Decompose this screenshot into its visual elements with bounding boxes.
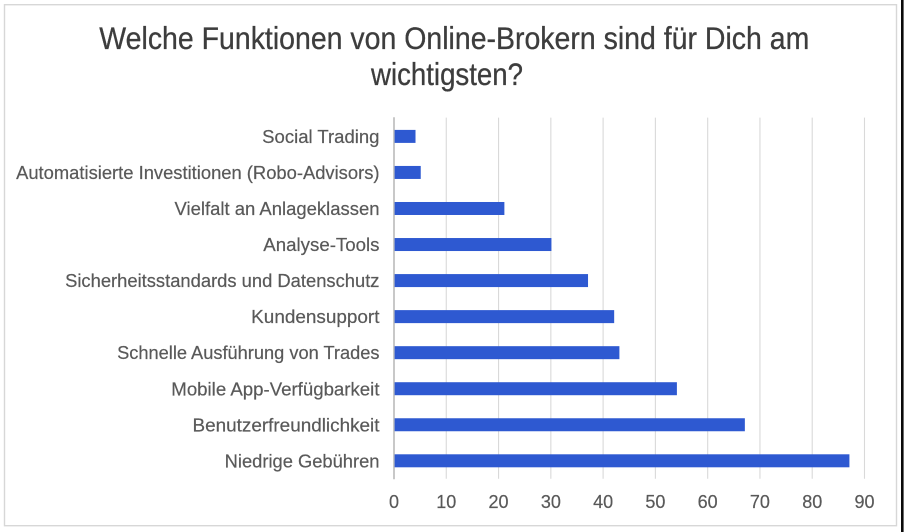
svg-text:90: 90	[854, 492, 874, 512]
svg-text:Analyse-Tools: Analyse-Tools	[263, 235, 379, 255]
svg-text:30: 30	[541, 492, 561, 512]
svg-text:wichtigsten?: wichtigsten?	[370, 56, 523, 92]
svg-text:Automatisierte Investitionen (: Automatisierte Investitionen (Robo-Advis…	[16, 163, 379, 183]
svg-text:Niedrige Gebühren: Niedrige Gebühren	[225, 451, 380, 471]
svg-text:Kundensupport: Kundensupport	[251, 307, 379, 327]
svg-text:10: 10	[436, 492, 456, 512]
svg-text:80: 80	[802, 492, 822, 512]
svg-text:20: 20	[489, 492, 509, 512]
svg-text:Social Trading: Social Trading	[262, 127, 379, 147]
svg-text:Schnelle Ausführung von Trades: Schnelle Ausführung von Trades	[117, 343, 379, 363]
svg-text:40: 40	[593, 492, 613, 512]
svg-text:Welche Funktionen von Online-B: Welche Funktionen von Online-Brokern sin…	[99, 20, 809, 56]
svg-text:Sicherheitsstandards und Daten: Sicherheitsstandards und Datenschutz	[65, 271, 379, 291]
svg-text:70: 70	[750, 492, 770, 512]
svg-text:0: 0	[389, 492, 399, 512]
svg-text:Mobile App-Verfügbarkeit: Mobile App-Verfügbarkeit	[171, 379, 379, 399]
svg-text:50: 50	[645, 492, 665, 512]
svg-text:60: 60	[698, 492, 718, 512]
svg-text:Benutzerfreundlichkeit: Benutzerfreundlichkeit	[193, 415, 380, 435]
svg-text:Vielfalt an Anlageklassen: Vielfalt an Anlageklassen	[175, 199, 380, 219]
